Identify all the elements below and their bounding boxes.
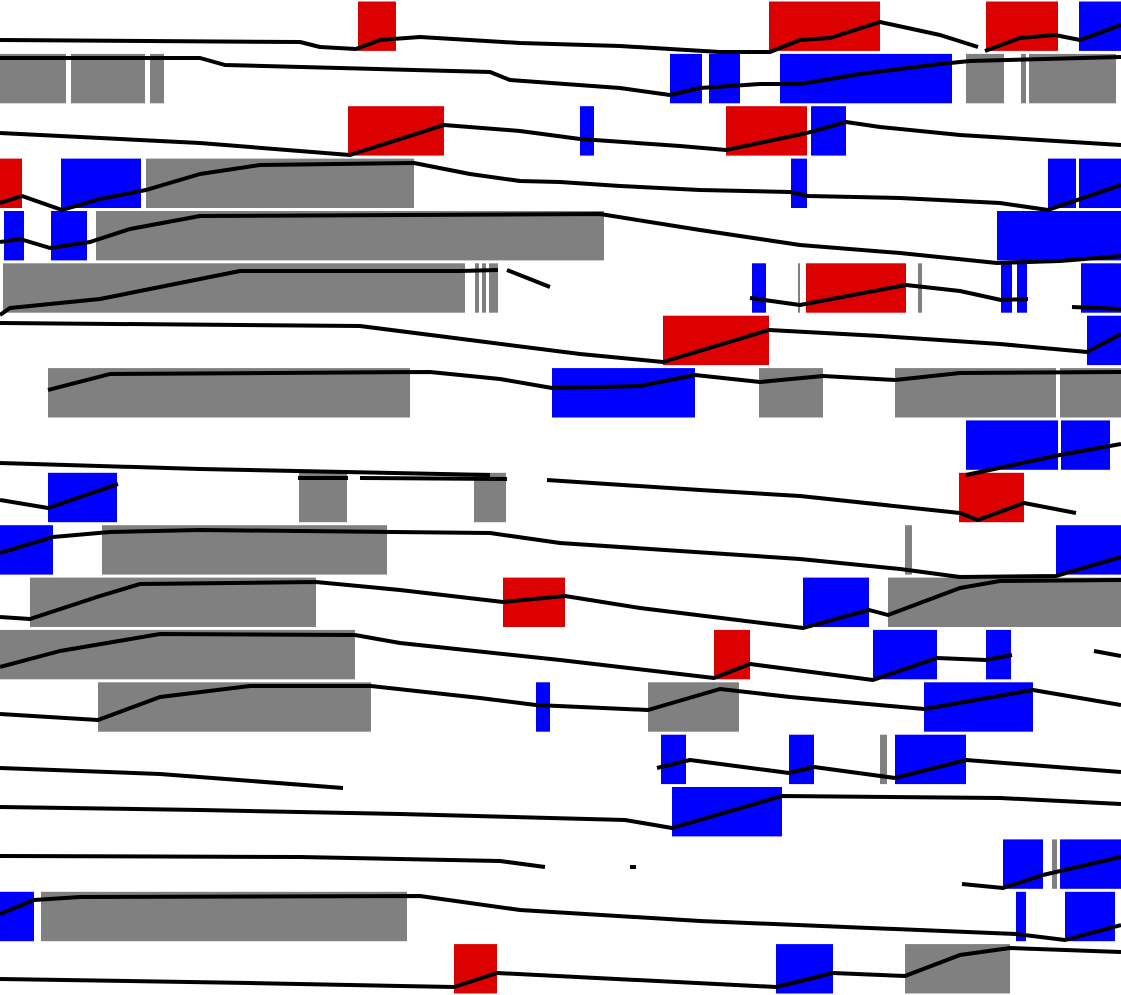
trace-line-row-2-0	[0, 120, 1121, 157]
block-gray-row-13-0	[98, 682, 371, 732]
trace-line-row-0-1	[984, 23, 1121, 53]
trace-line-row-18-0	[0, 946, 1121, 989]
trace-line-row-5-0	[0, 268, 499, 317]
trace-line-row-12-0	[0, 632, 1013, 682]
block-blue-row-4-3	[997, 211, 1121, 261]
block-gray-row-12-0	[0, 629, 355, 680]
block-gray-row-4-2	[96, 211, 604, 261]
trace-line-row-5-2	[749, 283, 1029, 307]
block-blue-row-5-9	[1017, 263, 1027, 313]
trace-line-row-6-0	[0, 321, 1121, 364]
block-gray-row-5-5	[798, 263, 800, 313]
lines-layer	[0, 20, 1121, 989]
block-blue-row-5-10	[1081, 263, 1121, 313]
block-gray-row-1-0	[0, 53, 66, 104]
trace-line-row-12-1	[1093, 649, 1121, 658]
block-blue-row-5-4	[752, 263, 766, 313]
trace-line-row-11-0	[0, 578, 1121, 630]
block-gray-row-1-8	[1029, 53, 1116, 104]
block-blue-row-1-5	[780, 53, 952, 104]
block-gray-row-5-1	[475, 263, 479, 313]
trace-line-row-0-0	[0, 20, 979, 54]
trace-line-row-1-0	[0, 55, 1121, 97]
trace-line-row-5-3	[1071, 305, 1121, 311]
block-red-row-0-2	[986, 1, 1058, 51]
block-blue-row-4-1	[51, 211, 87, 261]
block-blue-row-17-2	[1016, 891, 1026, 942]
block-blue-row-3-5	[1079, 158, 1121, 208]
block-blue-row-14-0	[661, 734, 686, 785]
block-blue-row-8-0	[966, 420, 1058, 470]
trace-line-row-14-0	[0, 766, 344, 790]
trace-line-row-4-0	[0, 212, 1121, 265]
block-red-row-0-0	[358, 1, 396, 51]
block-gray-row-7-4	[1060, 368, 1121, 418]
trace-line-row-3-0	[0, 161, 1121, 212]
trace-line-row-9-2	[359, 476, 508, 481]
block-blue-row-4-0	[4, 211, 24, 261]
trace-line-row-9-4	[546, 478, 1077, 522]
trace-line-row-5-1	[506, 268, 551, 289]
block-blue-row-5-8	[1001, 263, 1012, 313]
block-gray-row-3-2	[146, 158, 414, 208]
block-blue-row-6-1	[1087, 315, 1121, 366]
block-gray-row-10-2	[905, 525, 912, 575]
trace-line-row-14-1	[656, 758, 1121, 780]
block-gray-row-17-1	[41, 891, 407, 942]
block-gray-row-5-2	[482, 263, 486, 313]
block-blue-row-8-1	[1061, 420, 1110, 470]
block-blue-row-2-1	[580, 106, 594, 156]
block-red-row-3-0	[0, 158, 22, 208]
block-gray-row-16-1	[1052, 839, 1057, 889]
trace-line-row-16-0	[0, 854, 546, 869]
block-gray-row-1-2	[150, 53, 164, 104]
block-gray-row-9-1	[299, 472, 347, 523]
trace-line-row-7-0	[47, 370, 1121, 392]
block-gray-row-5-3	[489, 263, 498, 313]
trace-line-row-17-0	[0, 894, 1121, 942]
block-blue-row-3-3	[791, 158, 807, 208]
block-blue-row-17-0	[0, 891, 34, 942]
block-gray-row-9-2	[474, 472, 506, 523]
trace-line-row-10-0	[0, 528, 1121, 579]
trace-line-row-16-2	[961, 855, 1121, 890]
trace-line-row-8-0	[965, 442, 1121, 477]
block-blue-row-1-4	[709, 53, 740, 104]
block-gray-row-1-1	[71, 53, 145, 104]
block-blue-row-14-1	[789, 734, 814, 785]
trace-line-row-9-3	[0, 482, 119, 510]
block-gray-row-14-2	[880, 734, 887, 785]
block-blue-row-3-4	[1048, 158, 1076, 208]
trace-line-row-9-0	[0, 461, 491, 477]
trace-line-row-15-0	[0, 794, 1121, 830]
block-blue-row-7-1	[552, 368, 695, 418]
block-blue-row-12-2	[873, 629, 937, 680]
block-gray-row-1-7	[1021, 53, 1026, 104]
trace-line-row-13-0	[0, 684, 1121, 722]
